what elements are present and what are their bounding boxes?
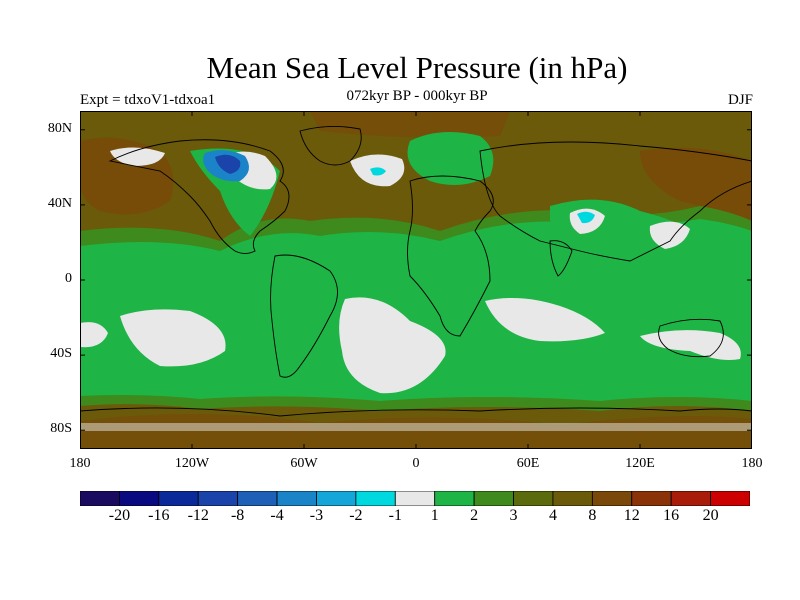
colorbar-swatch (355, 491, 396, 506)
field-green-belt (80, 219, 752, 401)
pressure-map (80, 111, 752, 449)
field-white-spacific (120, 309, 226, 367)
lon-tick-label: 180 (69, 456, 91, 471)
colorbar-swatch (591, 491, 633, 506)
colorbar-swatch (316, 491, 357, 506)
field-darkblue-canada (215, 154, 241, 174)
colorbar-label: -16 (148, 507, 170, 524)
field-white-australia (640, 330, 741, 360)
colorbar-label: 16 (663, 507, 680, 524)
field-rust-arctic (310, 111, 510, 138)
colorbar-swatch (473, 491, 514, 506)
lat-tick-label: 0 (65, 271, 72, 286)
field-cyan-natlantic (370, 167, 386, 176)
lon-tick-label: 120W (174, 456, 210, 471)
colorbar-swatch (80, 491, 120, 506)
colorbar-swatch (513, 491, 554, 506)
field-white-antarctic-strip (80, 423, 752, 431)
colorbar-swatch (710, 491, 750, 506)
lon-tick-label: 60W (290, 456, 318, 471)
colorbar-swatch (434, 491, 475, 506)
lon-tick-label: 60E (516, 456, 540, 471)
colorbar-swatch (197, 491, 239, 506)
colorbar (80, 491, 750, 506)
colorbar-swatch (276, 491, 317, 506)
pressure-field (80, 111, 752, 449)
colorbar-swatch (237, 491, 278, 506)
colorbar-swatch (631, 491, 672, 506)
colorbar-label: -2 (349, 507, 363, 524)
field-white-indian (485, 297, 605, 342)
lon-tick-label: 0 (412, 456, 420, 471)
field-rust-asia (640, 147, 752, 221)
colorbar-label: 12 (623, 507, 640, 524)
season-label: DJF (727, 92, 753, 108)
colorbar-swatch (158, 491, 199, 506)
field-white-spacific-west (80, 322, 108, 348)
field-rust-south (80, 413, 752, 449)
chart-subtitle: 072kyr BP - 000kyr BP (346, 88, 488, 104)
colorbar-label: 4 (548, 507, 557, 524)
colorbar-label: 8 (588, 507, 597, 524)
colorbar-label: -20 (108, 507, 131, 524)
colorbar-label: -12 (187, 507, 209, 524)
lat-tick-label: 80N (47, 120, 72, 136)
colorbar-label: 20 (702, 507, 719, 524)
field-green-natlantic (407, 132, 494, 185)
lat-tick-label: 40S (50, 346, 72, 362)
field-cyan-tibet (577, 211, 595, 224)
coastlines (80, 126, 752, 417)
experiment-label: Expt = tdxoV1-tdxoa1 (80, 92, 216, 108)
colorbar-label: -1 (388, 507, 402, 524)
lat-tick-label: 40N (47, 195, 72, 211)
field-white-alaska (110, 147, 165, 166)
colorbar-label: -8 (230, 507, 245, 524)
colorbar-swatch (394, 491, 436, 506)
colorbar-swatch (670, 491, 711, 506)
colorbar-label: -4 (270, 507, 284, 524)
lon-tick-label: 120E (625, 456, 655, 471)
colorbar-label: 1 (430, 507, 439, 524)
colorbar-label: 2 (470, 507, 479, 524)
colorbar-swatch (119, 491, 160, 506)
field-white-satlantic (339, 297, 446, 394)
colorbar-swatch (552, 491, 593, 506)
lat-tick-label: 80S (50, 421, 72, 437)
lon-tick-label: 180 (741, 456, 763, 471)
colorbar-label: -3 (309, 507, 324, 524)
tick-marks (80, 111, 752, 449)
colorbar-label: 3 (509, 507, 518, 524)
chart-title: Mean Sea Level Pressure (in hPa) (206, 50, 628, 85)
